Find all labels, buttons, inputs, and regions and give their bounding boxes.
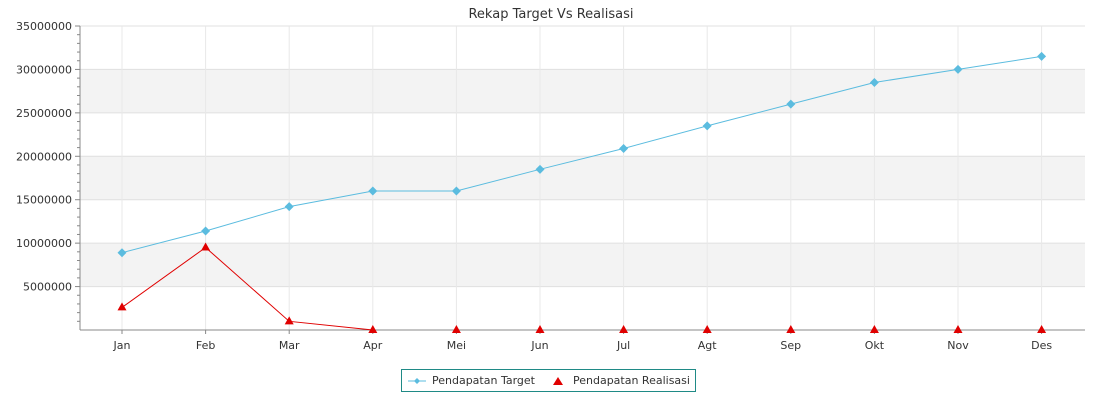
legend-realisasi-label: Pendapatan Realisasi [572, 374, 690, 387]
data-point-realisasi [284, 316, 294, 325]
y-tick-label: 35000000 [16, 20, 72, 33]
data-point-realisasi [201, 242, 211, 251]
data-point-target [201, 226, 211, 236]
legend-realisasi-swatch [549, 376, 567, 386]
y-axis-ticks: 5000000 10000000 15000000 20000000 25000000 3… [16, 20, 80, 322]
x-tick-label: Jun [530, 339, 548, 352]
x-tick-label: Mei [447, 339, 466, 352]
diamond-marker-icon [408, 377, 426, 384]
legend-target-swatch [408, 376, 426, 386]
data-point-realisasi [368, 325, 378, 333]
triangle-marker-icon [552, 376, 563, 385]
y-tick-label: 5000000 [23, 281, 72, 294]
x-tick-label: Okt [865, 339, 885, 352]
axes [79, 26, 1085, 331]
data-point-realisasi [451, 325, 461, 333]
legend-item-realisasi[interactable]: Pendapatan Realisasi [549, 374, 690, 387]
x-tick-label: Agt [698, 339, 718, 352]
x-axis-ticks: Jan Feb Mar Apr Mei Jun Jul Agt Sep Okt Nov Des [113, 330, 1052, 352]
y-tick-label: 20000000 [16, 150, 72, 163]
series-layer [117, 51, 1047, 333]
legend: Pendapatan Target Pendapatan Realisasi [401, 369, 696, 392]
data-point-target [786, 99, 796, 109]
data-point-target [451, 186, 461, 196]
data-point-target [284, 202, 294, 212]
x-tick-label: Feb [196, 339, 215, 352]
data-point-realisasi [619, 325, 629, 333]
data-point-realisasi [786, 325, 796, 333]
series-target [117, 51, 1047, 258]
data-point-realisasi [1037, 325, 1047, 333]
y-tick-label: 10000000 [16, 237, 72, 250]
chart-title: Rekap Target Vs Realisasi [468, 7, 633, 22]
y-tick-label: 15000000 [16, 194, 72, 207]
legend-item-target[interactable]: Pendapatan Target [408, 374, 535, 387]
data-point-realisasi [535, 325, 545, 333]
series-realisasi [117, 242, 1047, 333]
plot-background-bands [80, 69, 1085, 287]
legend-target-label: Pendapatan Target [432, 374, 535, 387]
series-line [121, 246, 373, 331]
x-tick-label: Apr [363, 339, 383, 352]
data-point-target [619, 143, 629, 153]
x-tick-label: Des [1031, 339, 1052, 352]
data-point-realisasi [702, 325, 712, 333]
data-point-realisasi [953, 325, 963, 333]
data-point-target [953, 64, 963, 74]
gridlines [80, 25, 1085, 330]
data-point-target [535, 164, 545, 174]
x-tick-label: Jan [113, 339, 131, 352]
series-line [121, 55, 1042, 254]
x-tick-label: Nov [947, 339, 969, 352]
data-point-realisasi [869, 325, 879, 333]
plot-band [80, 69, 1085, 113]
data-point-realisasi [117, 302, 127, 311]
plot-band [80, 156, 1085, 200]
data-point-target [117, 248, 127, 258]
y-tick-label: 30000000 [16, 63, 72, 76]
data-point-target [702, 121, 712, 131]
y-tick-label: 25000000 [16, 107, 72, 120]
data-point-target [869, 77, 879, 87]
data-point-target [1037, 51, 1047, 61]
plot-band [80, 243, 1085, 287]
data-point-target [368, 186, 378, 196]
x-tick-label: Mar [279, 339, 300, 352]
x-tick-label: Jul [616, 339, 630, 352]
x-tick-label: Sep [780, 339, 801, 352]
